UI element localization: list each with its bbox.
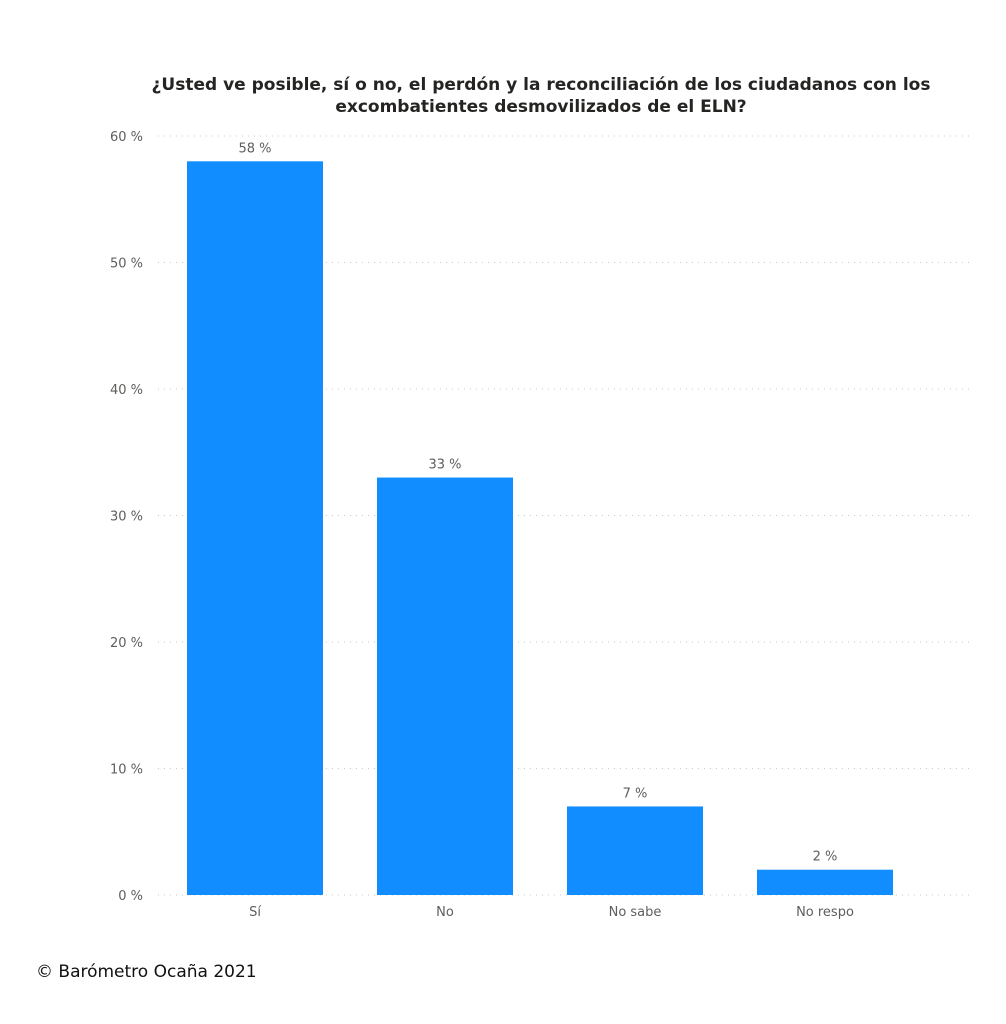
y-tick-label: 0 % (118, 889, 143, 904)
y-tick-label: 30 % (110, 510, 143, 525)
y-tick-label: 10 % (110, 763, 143, 778)
y-tick-label: 40 % (110, 383, 143, 398)
data-labels: 58 % 33 % 7 % 2 % (238, 141, 837, 864)
data-label: 58 % (238, 141, 271, 156)
x-tick-label: No (436, 905, 454, 920)
data-label: 33 % (428, 458, 461, 473)
bar (377, 477, 513, 895)
y-tick-label: 60 % (110, 130, 143, 145)
data-label: 2 % (813, 850, 838, 865)
y-tick-label: 50 % (110, 257, 143, 272)
x-tick-label: No sabe (609, 905, 662, 920)
y-axis: 0 % 10 % 20 % 30 % 40 % 50 % 60 % (110, 130, 143, 904)
bar (187, 161, 323, 896)
x-tick-label: No respo (796, 905, 854, 920)
chart-title-line: excombatientes desmovilizados de el ELN? (335, 97, 746, 117)
bars (187, 161, 893, 896)
bar (757, 869, 893, 895)
bar (567, 806, 703, 895)
y-tick-label: 20 % (110, 636, 143, 651)
x-tick-label: Sí (249, 905, 261, 920)
chart-title-line: ¿Usted ve posible, sí o no, el perdón y … (152, 75, 931, 95)
copyright-credit: © Barómetro Ocaña 2021 (36, 962, 257, 982)
data-label: 7 % (623, 786, 648, 801)
chart-title: ¿Usted ve posible, sí o no, el perdón y … (152, 75, 931, 117)
x-axis: Sí No No sabe No respo (249, 905, 854, 920)
